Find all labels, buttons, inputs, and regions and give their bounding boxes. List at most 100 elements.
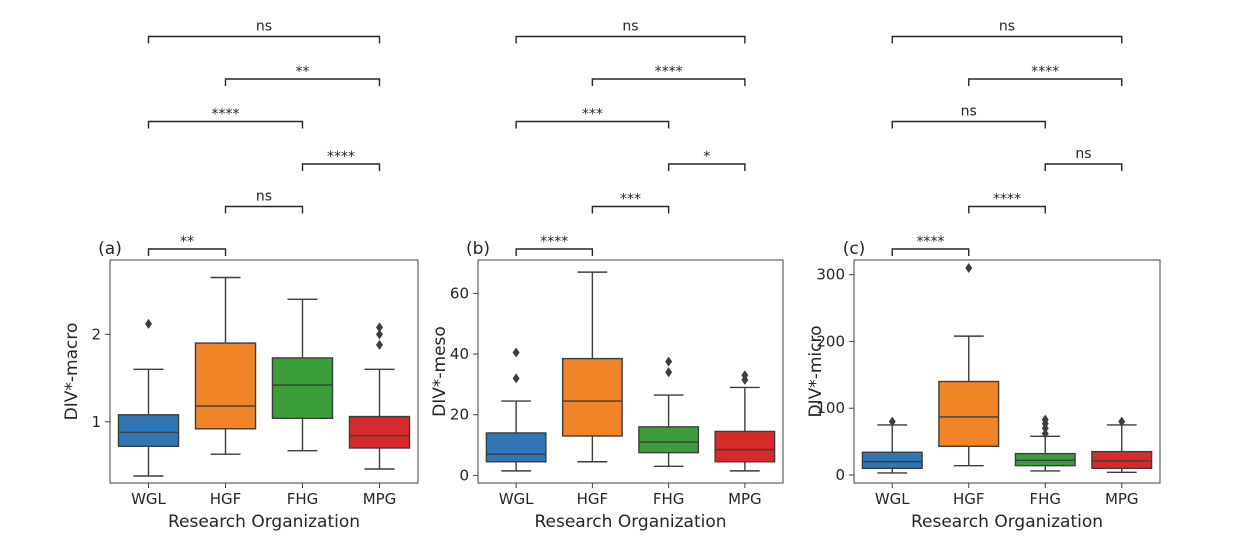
panel-label: (a) (98, 239, 122, 259)
iqr-box (561, 357, 623, 437)
significance-label: **** (655, 64, 683, 80)
plot-frame (853, 259, 1161, 484)
x-tick-label: HGF (577, 490, 609, 508)
x-tick-label: MPG (363, 490, 397, 508)
significance-bracket (891, 248, 970, 256)
iqr-box (1091, 450, 1153, 470)
significance-label: **** (327, 149, 355, 165)
outlier-point (376, 339, 383, 350)
y-tick-label: 20 (450, 406, 469, 424)
significance-label: * (703, 149, 710, 165)
y-axis-label: DIV*-meso (430, 326, 450, 417)
y-tick-label: 100 (816, 399, 845, 417)
significance-label: *** (582, 107, 603, 123)
box-fhg (1014, 414, 1076, 472)
x-axis-label: Research Organization (534, 512, 726, 532)
x-axis-label: Research Organization (168, 512, 360, 532)
y-tick-label: 300 (816, 266, 845, 284)
significance-bracket (224, 78, 381, 86)
x-tick-label: WGL (499, 490, 534, 508)
box-mpg (348, 322, 411, 470)
box-mpg (714, 370, 776, 472)
x-tick-label: HGF (953, 490, 985, 508)
significance-label: ** (296, 64, 310, 80)
outlier-point (1041, 414, 1049, 425)
significance-bracket (147, 35, 381, 44)
outlier-point (1041, 428, 1049, 439)
box-wgl (117, 318, 180, 477)
outlier-point (145, 318, 152, 329)
box-wgl (861, 416, 923, 474)
y-axis-label: DIV*-macro (62, 323, 82, 421)
significance-bracket (591, 78, 746, 86)
significance-label: ns (999, 19, 1015, 35)
box-wgl (485, 347, 547, 472)
y-axis-label: DIV*-micro (806, 325, 826, 417)
outlier-point (1118, 416, 1126, 427)
iqr-box (861, 451, 923, 470)
y-tick-label: 200 (816, 332, 845, 350)
y-tick-label: 1 (91, 413, 101, 431)
significance-label: ns (622, 19, 638, 35)
x-tick-label: MPG (728, 490, 762, 508)
significance-label: **** (993, 192, 1021, 208)
y-tick-label: 60 (450, 284, 469, 302)
outlier-point (665, 367, 673, 378)
outlier-point (741, 370, 749, 381)
iqr-box (348, 415, 411, 449)
plot-frame (477, 259, 784, 484)
significance-label: ns (1075, 146, 1091, 162)
iqr-box (714, 430, 776, 463)
significance-bracket (591, 205, 670, 214)
panel-label: (c) (843, 239, 866, 259)
x-tick-label: FHG (1029, 490, 1061, 508)
significance-bracket (667, 163, 746, 171)
outlier-point (376, 329, 383, 340)
outlier-point (376, 322, 383, 333)
significance-bracket (301, 163, 381, 171)
significance-label: **** (1031, 64, 1059, 80)
outlier-point (888, 416, 896, 427)
significance-label: ** (180, 234, 194, 250)
significance-label: ns (256, 189, 272, 205)
significance-label: *** (620, 192, 641, 208)
box-hgf (561, 271, 623, 463)
iqr-box (117, 414, 180, 447)
box-hgf (194, 276, 257, 455)
y-tick-label: 2 (91, 325, 101, 343)
outlier-point (512, 373, 520, 384)
significance-bracket (147, 120, 304, 129)
y-tick-label: 0 (835, 466, 845, 484)
significance-label: ns (961, 104, 977, 120)
x-tick-label: MPG (1105, 490, 1139, 508)
y-tick-label: 40 (450, 345, 469, 363)
iqr-box (485, 432, 547, 463)
x-axis-label: Research Organization (911, 512, 1103, 532)
panel-label: (b) (466, 239, 490, 259)
x-tick-label: FHG (653, 490, 685, 508)
iqr-box (271, 357, 334, 419)
significance-bracket (891, 120, 1046, 129)
significance-bracket (224, 205, 304, 214)
outlier-point (965, 263, 973, 274)
x-tick-label: FHG (287, 490, 319, 508)
outlier-point (665, 356, 673, 367)
significance-bracket (515, 120, 670, 129)
plot-frame (109, 259, 419, 484)
significance-label: **** (917, 234, 945, 250)
significance-label: ns (256, 19, 272, 35)
box-hgf (938, 263, 1000, 467)
significance-bracket (968, 205, 1046, 214)
significance-label: **** (540, 234, 568, 250)
significance-bracket (891, 35, 1123, 44)
x-tick-label: WGL (875, 490, 910, 508)
iqr-box (938, 380, 1000, 447)
box-fhg (638, 356, 700, 468)
significance-label: **** (212, 107, 240, 123)
box-fhg (271, 298, 334, 452)
box-mpg (1091, 416, 1153, 474)
significance-bracket (968, 78, 1123, 86)
